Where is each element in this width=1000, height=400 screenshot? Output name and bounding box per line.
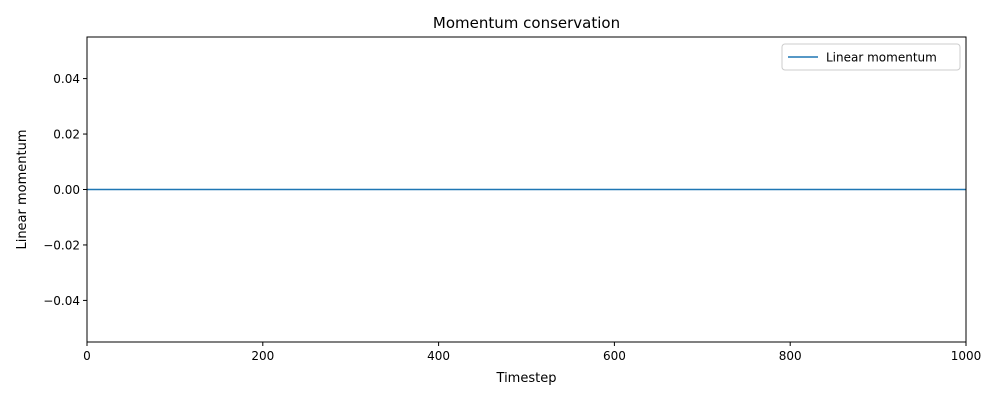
y-tick-label: 0.04 — [53, 72, 80, 86]
legend-label: Linear momentum — [826, 51, 937, 65]
y-axis-label: Linear momentum — [15, 129, 30, 249]
legend-box — [781, 43, 961, 71]
x-axis: 0 200 400 600 800 1000 — [83, 342, 981, 363]
x-tick-label: 400 — [427, 349, 450, 363]
x-tick-label: 800 — [779, 349, 802, 363]
y-tick-label: 0.02 — [53, 128, 80, 142]
x-tick-label: 0 — [83, 349, 91, 363]
y-tick-label: 0.00 — [53, 183, 80, 197]
x-tick-label: 1000 — [951, 349, 982, 363]
y-axis: −0.04 −0.02 0.00 0.02 0.04 — [43, 72, 87, 308]
x-axis-label: Timestep — [496, 371, 557, 386]
legend: Linear momentum — [781, 43, 961, 71]
x-tick-label: 200 — [251, 349, 274, 363]
x-tick-label: 600 — [603, 349, 626, 363]
chart-title: Momentum conservation — [433, 14, 620, 32]
y-tick-label: −0.02 — [43, 238, 80, 252]
plot-area — [86, 36, 967, 343]
y-tick-label: −0.04 — [43, 294, 80, 308]
